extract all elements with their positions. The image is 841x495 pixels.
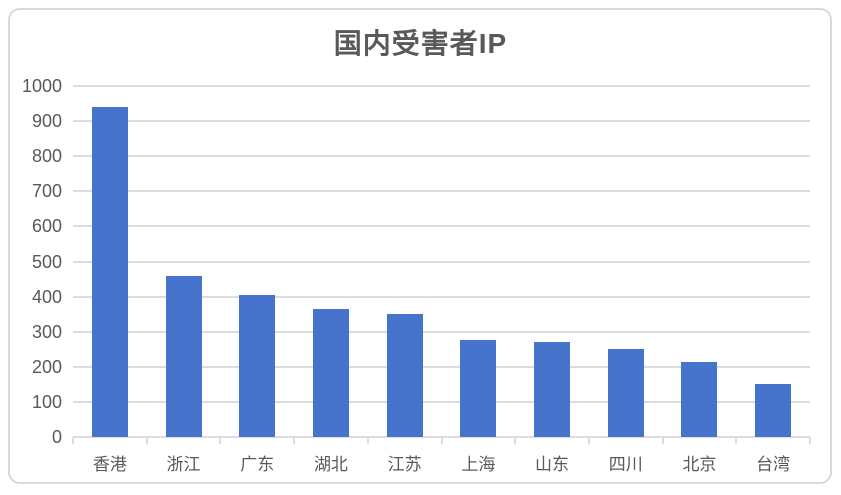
x-axis-category-label: 广东	[240, 455, 275, 474]
gridline-900	[73, 120, 810, 123]
y-axis-tick-label: 800	[31, 146, 62, 167]
y-axis-tick-label: 400	[31, 286, 62, 307]
x-axis-tick	[440, 437, 443, 444]
x-axis-category-label: 四川	[608, 455, 643, 474]
y-axis-tick-label: 0	[51, 427, 62, 447]
bar-1	[91, 107, 128, 437]
y-axis-tick-label: 500	[31, 251, 62, 272]
gridline-700	[73, 190, 810, 193]
gridline-100	[73, 400, 810, 403]
bar-8	[607, 349, 644, 437]
gridline-600	[73, 225, 810, 228]
x-axis-tick	[366, 437, 369, 444]
y-axis-labels: 0 100 200 300 400 500 600 700 800 900 1000	[0, 76, 62, 447]
x-axis-category-label: 浙江	[166, 455, 201, 474]
x-axis-tick	[514, 437, 517, 444]
bar-10	[755, 384, 792, 437]
x-axis-category-label: 江苏	[387, 455, 422, 474]
gridline-800	[73, 155, 810, 158]
y-axis-tick-label: 100	[31, 391, 62, 412]
gridline-1000	[73, 85, 810, 87]
plot-area	[72, 85, 811, 444]
x-axis-category-label: 北京	[682, 455, 717, 474]
x-axis-tick	[809, 437, 811, 444]
x-axis-tick	[145, 437, 148, 444]
y-axis-tick-label: 600	[31, 216, 62, 237]
gridline-400	[73, 295, 810, 298]
y-axis-tick-label: 700	[31, 181, 62, 202]
y-axis-tick-label: 900	[31, 111, 62, 132]
x-axis-category-label: 上海	[461, 455, 496, 474]
x-axis-category-label: 香港	[92, 455, 127, 474]
gridline-200	[73, 365, 810, 368]
bar-9	[681, 361, 718, 437]
bar-2	[165, 275, 202, 437]
x-axis-tick	[219, 437, 222, 444]
bar-7	[534, 342, 571, 437]
gridline-300	[73, 330, 810, 333]
bar-5	[386, 314, 423, 437]
y-axis-tick-label: 200	[31, 356, 62, 377]
y-axis-tick-label: 1000	[21, 76, 62, 96]
x-axis-tick	[72, 437, 74, 444]
chart-title: 国内受害者IP	[333, 28, 508, 59]
gridline-500	[73, 260, 810, 263]
x-axis-category-label: 台湾	[756, 455, 791, 474]
bar-3	[239, 294, 276, 437]
y-axis-tick-label: 300	[31, 321, 62, 342]
x-axis-tick	[587, 437, 590, 444]
bar-6	[460, 340, 497, 437]
x-axis-tick	[735, 437, 738, 444]
x-axis-tick	[661, 437, 664, 444]
x-axis-category-label: 山东	[535, 455, 570, 474]
x-axis-category-label: 湖北	[313, 455, 348, 474]
bar-4	[312, 308, 349, 437]
x-axis-tick	[293, 437, 296, 444]
x-axis-labels: 香港 浙江 广东 湖北 江苏 上海 山东 四川 北京 台湾	[73, 450, 810, 476]
